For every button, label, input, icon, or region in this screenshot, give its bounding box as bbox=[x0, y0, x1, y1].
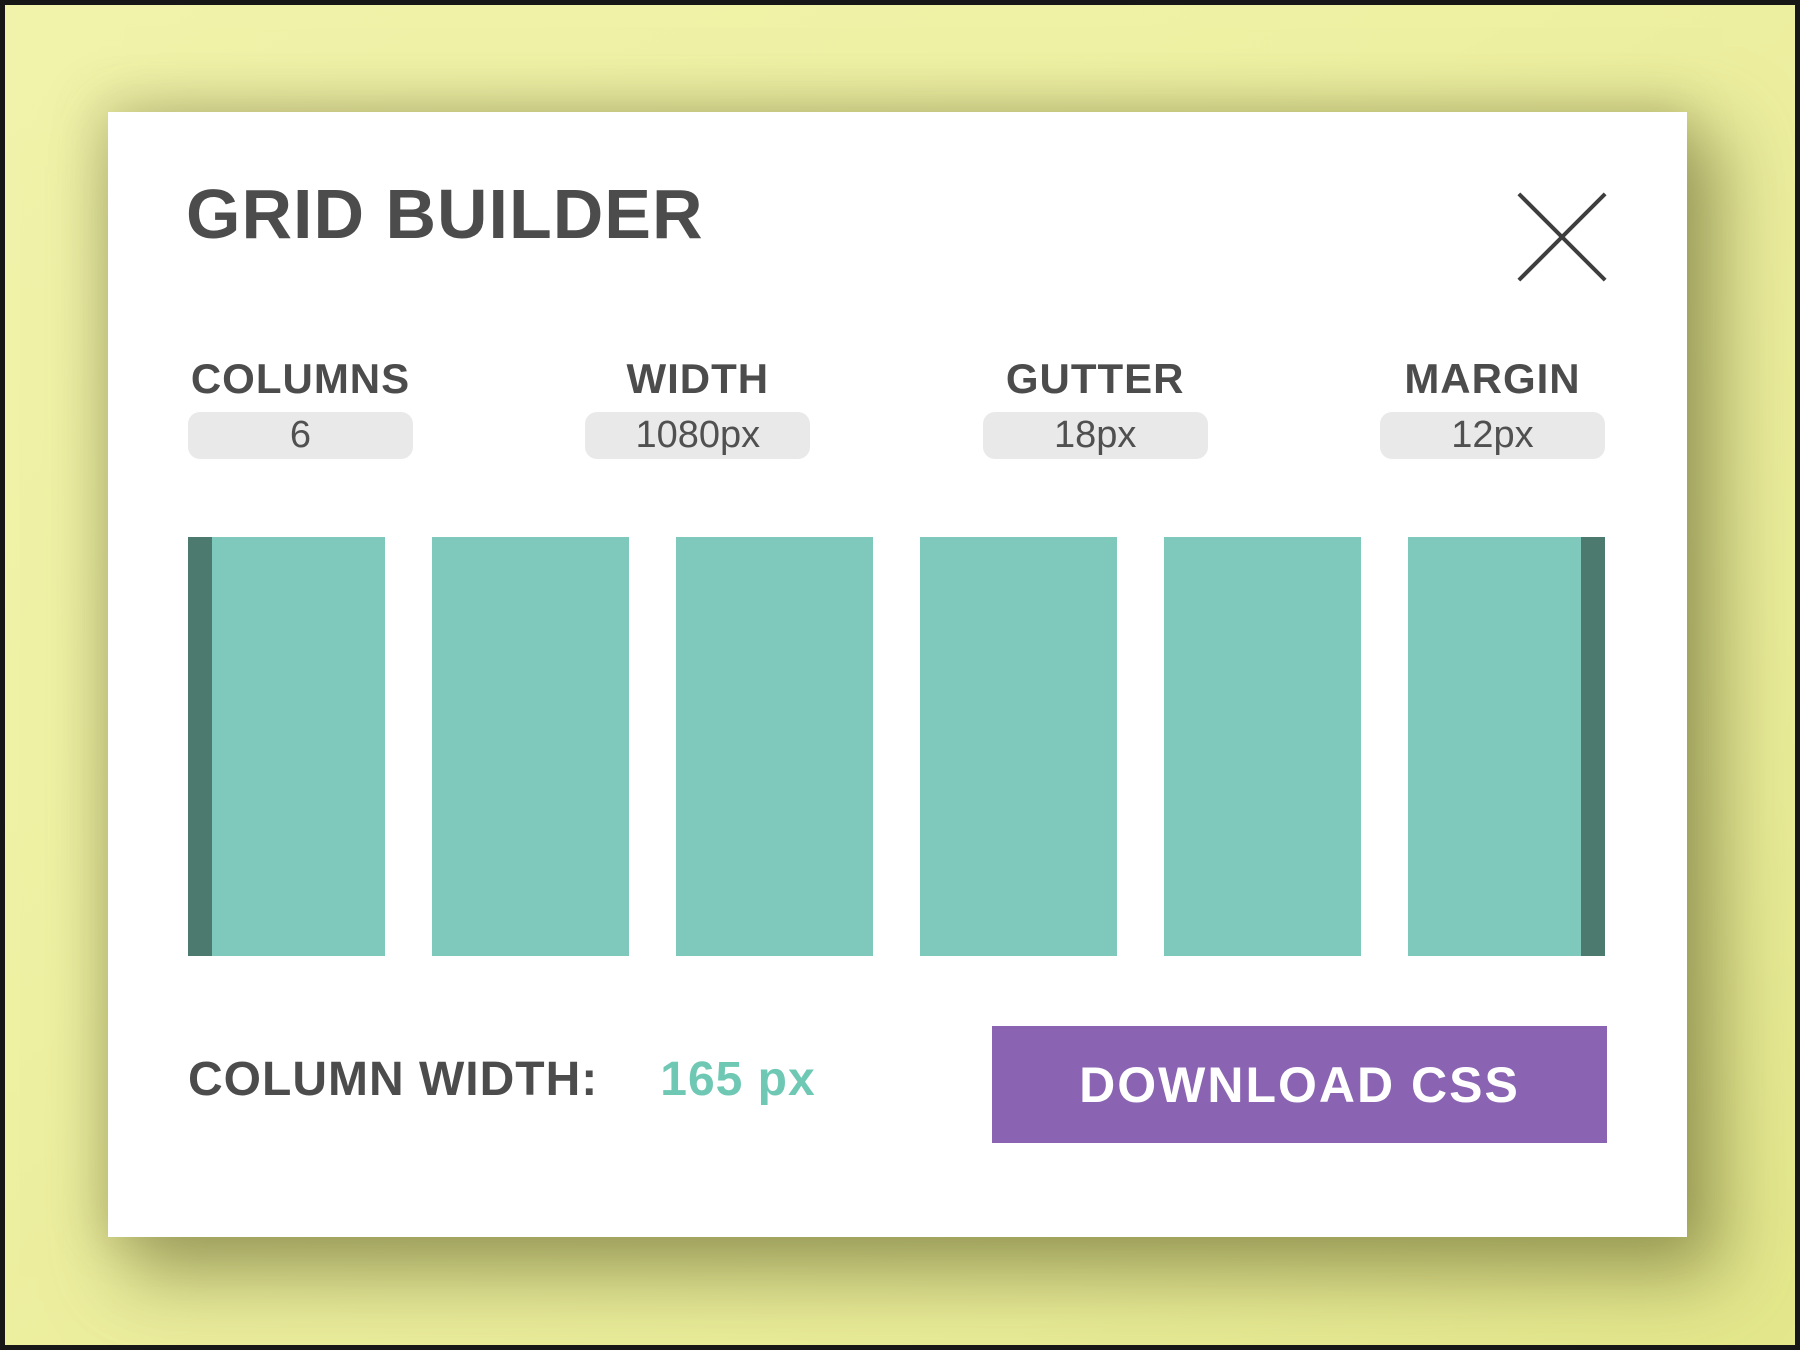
field-margin: MARGIN bbox=[1379, 355, 1605, 459]
width-label: WIDTH bbox=[626, 355, 770, 402]
margin-label: MARGIN bbox=[1404, 355, 1581, 402]
width-input[interactable] bbox=[585, 412, 811, 459]
close-button[interactable] bbox=[1517, 192, 1607, 282]
right-margin-strip bbox=[1581, 537, 1605, 956]
field-gutter: GUTTER bbox=[982, 355, 1208, 459]
page-title: GRID BUILDER bbox=[186, 175, 704, 253]
grid-column bbox=[432, 537, 629, 956]
gutter-input[interactable] bbox=[982, 412, 1208, 459]
grid-builder-card: GRID BUILDER COLUMNS WIDTH GUTTER MARGIN bbox=[108, 112, 1687, 1237]
field-width: WIDTH bbox=[585, 355, 811, 459]
grid-column bbox=[188, 537, 385, 956]
columns-input[interactable] bbox=[188, 412, 413, 459]
column-width-value: 165 px bbox=[660, 1053, 816, 1106]
column-width-readout: COLUMN WIDTH: 165 px bbox=[188, 1052, 816, 1108]
left-margin-strip bbox=[188, 537, 212, 956]
download-css-button[interactable]: DOWNLOAD CSS bbox=[992, 1026, 1607, 1143]
grid-column bbox=[920, 537, 1117, 956]
field-columns: COLUMNS bbox=[188, 355, 413, 459]
settings-row: COLUMNS WIDTH GUTTER MARGIN bbox=[188, 355, 1605, 459]
columns-label: COLUMNS bbox=[190, 355, 411, 402]
grid-column bbox=[1164, 537, 1361, 956]
gutter-label: GUTTER bbox=[1005, 355, 1185, 402]
grid-preview bbox=[188, 537, 1605, 956]
margin-input[interactable] bbox=[1379, 412, 1605, 459]
grid-column bbox=[676, 537, 873, 956]
grid-column bbox=[1408, 537, 1605, 956]
column-width-label: COLUMN WIDTH: bbox=[188, 1053, 599, 1106]
